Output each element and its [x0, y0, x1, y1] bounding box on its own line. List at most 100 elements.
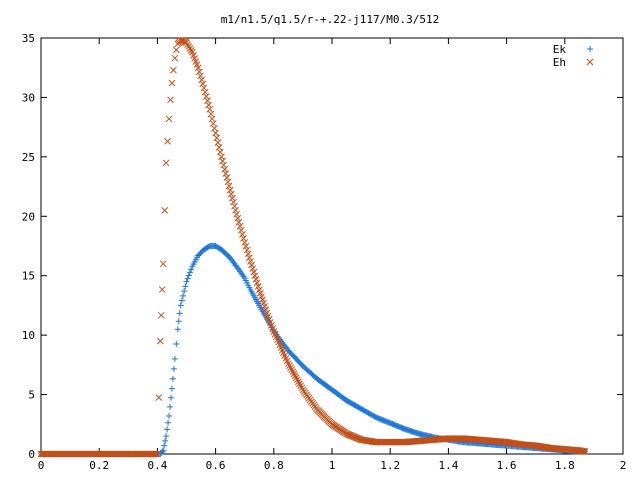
- y-tick-label: 10: [22, 329, 35, 342]
- data-point-cross: [172, 46, 180, 54]
- data-point-cross: [228, 194, 236, 202]
- data-point-cross: [289, 368, 297, 376]
- data-point-cross: [297, 382, 305, 390]
- x-tick-label: 0.8: [264, 459, 284, 472]
- data-point-cross: [219, 157, 226, 165]
- y-tick-label: 25: [22, 151, 35, 164]
- data-point-cross: [170, 66, 177, 74]
- data-point-plus: [234, 265, 241, 272]
- data-point-cross: [151, 450, 159, 458]
- y-tick-label: 15: [22, 270, 35, 283]
- x-tick-label: 1.8: [555, 459, 575, 472]
- legend-label-ek: Ek: [553, 43, 567, 56]
- data-point-cross: [237, 226, 245, 234]
- data-point-plus: [166, 412, 173, 419]
- data-point-cross: [230, 198, 237, 206]
- data-point-cross: [243, 246, 251, 254]
- data-point-cross: [165, 115, 173, 123]
- data-point-plus: [181, 288, 188, 295]
- x-tick-label: 1.6: [497, 459, 517, 472]
- data-point-plus: [186, 269, 193, 276]
- data-point-cross: [185, 43, 193, 50]
- data-point-plus: [182, 283, 189, 290]
- data-point-plus: [174, 326, 181, 333]
- data-point-cross: [157, 311, 165, 319]
- axis-tick-labels: 0 0.2 0.4 0.6 0.8 1 1.2 1.4 1.6 1.8 20510152025303…: [22, 32, 627, 472]
- data-point-cross: [241, 239, 249, 246]
- x-tick-label: 0.6: [206, 459, 226, 472]
- chart-title: m1/n1.5/q1.5/r-+.22-j117/M0.3/512: [221, 13, 440, 26]
- data-point-cross: [154, 450, 161, 458]
- data-point-cross: [293, 376, 301, 384]
- legend: Ek Eh: [553, 43, 594, 69]
- x-tick-label: 1.2: [380, 459, 400, 472]
- data-point-cross: [246, 254, 253, 262]
- data-point-plus: [164, 426, 171, 433]
- data-point-cross: [232, 206, 239, 214]
- data-point-cross: [221, 165, 229, 173]
- data-point-cross: [236, 222, 244, 230]
- data-point-cross: [240, 235, 247, 242]
- data-point-cross: [171, 54, 179, 62]
- data-point-cross: [197, 72, 204, 80]
- series-layer: [37, 37, 589, 458]
- data-point-cross: [155, 394, 163, 401]
- data-point-cross: [286, 362, 293, 370]
- data-point-plus: [165, 419, 172, 426]
- data-point-cross: [158, 286, 166, 293]
- data-point-plus: [185, 272, 192, 279]
- data-point-plus: [160, 447, 167, 454]
- data-point-cross: [288, 366, 296, 374]
- data-point-cross: [298, 384, 306, 392]
- y-tick-label: 35: [22, 32, 35, 45]
- data-point-cross: [284, 360, 292, 368]
- data-point-cross: [291, 372, 299, 380]
- data-point-cross: [167, 96, 174, 104]
- data-point-cross: [224, 178, 232, 186]
- data-point-cross: [184, 41, 192, 49]
- data-point-plus: [180, 292, 187, 299]
- data-point-cross: [168, 79, 176, 87]
- data-point-cross: [200, 84, 208, 92]
- data-point-cross: [234, 214, 242, 222]
- data-point-cross: [198, 76, 205, 84]
- data-point-cross: [199, 80, 207, 88]
- data-point-cross: [161, 206, 169, 214]
- data-point-cross: [296, 380, 303, 388]
- data-point-cross: [156, 337, 164, 345]
- data-point-cross: [579, 447, 587, 455]
- x-tick-label: 1: [329, 459, 336, 472]
- legend-marker-eh: [586, 58, 594, 66]
- data-point-cross: [581, 448, 589, 455]
- data-point-cross: [222, 170, 230, 177]
- x-tick-label: 1.4: [438, 459, 458, 472]
- data-point-plus: [188, 266, 195, 273]
- data-point-plus: [177, 302, 184, 309]
- legend-marker-ek: [587, 46, 593, 52]
- data-point-plus: [176, 310, 183, 317]
- data-point-plus: [171, 355, 178, 362]
- series-ek: [38, 243, 589, 457]
- data-point-cross: [159, 260, 167, 268]
- data-point-plus: [175, 318, 182, 325]
- data-point-plus: [178, 297, 185, 304]
- data-point-plus: [161, 442, 168, 449]
- data-point-cross: [152, 450, 160, 458]
- data-point-cross: [223, 174, 231, 182]
- data-point-cross: [586, 58, 594, 66]
- data-point-cross: [292, 374, 300, 382]
- legend-label-eh: Eh: [553, 56, 566, 69]
- y-tick-label: 0: [28, 448, 35, 461]
- data-point-cross: [218, 153, 225, 161]
- data-point-cross: [205, 101, 212, 109]
- data-point-plus: [162, 437, 169, 444]
- data-point-cross: [201, 88, 209, 96]
- data-point-plus: [170, 365, 177, 372]
- data-point-cross: [187, 47, 195, 54]
- data-point-cross: [226, 186, 234, 194]
- data-point-plus: [168, 385, 175, 392]
- data-point-cross: [580, 448, 588, 455]
- data-point-plus: [169, 375, 176, 382]
- series-eh: [37, 37, 589, 458]
